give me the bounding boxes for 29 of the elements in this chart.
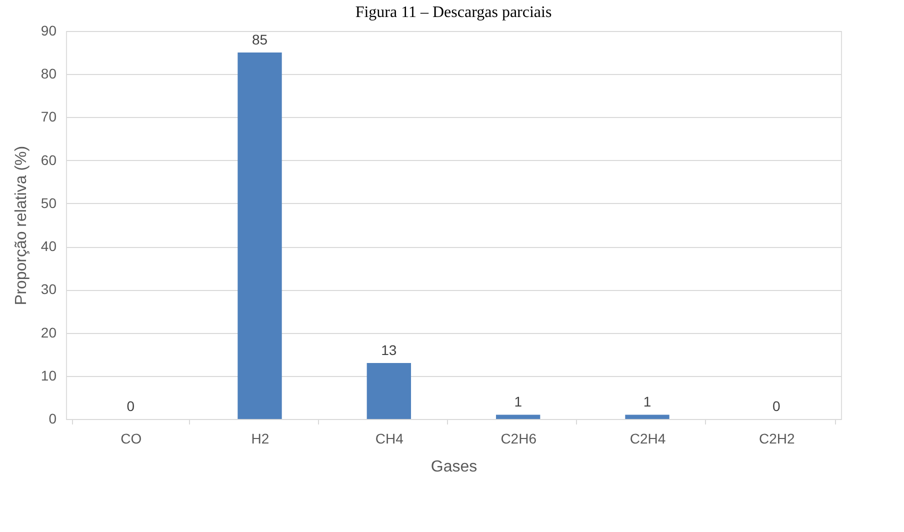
bar: [625, 414, 670, 419]
data-label: 1: [643, 394, 652, 410]
y-tick-label: 30: [40, 281, 57, 298]
y-tick-label: 80: [40, 66, 57, 82]
y-axis-title: Proporção relativa (%): [12, 146, 30, 306]
x-tick-label: CO: [120, 430, 142, 446]
y-tick-label: 50: [40, 194, 57, 211]
x-tick-label: H2: [251, 430, 270, 446]
x-tick-label: C2H6: [500, 430, 537, 446]
y-tick-label: 40: [40, 238, 57, 254]
bar: [496, 414, 540, 419]
y-tick-label: 70: [40, 108, 57, 125]
data-label: 0: [772, 398, 781, 414]
y-tick-label: 20: [40, 324, 57, 340]
x-axis-title: Gases: [430, 458, 478, 476]
data-label: 13: [381, 342, 397, 358]
bar: [238, 52, 282, 419]
y-tick-label: 10: [40, 367, 57, 384]
data-label: 85: [252, 32, 268, 48]
x-tick-label: CH4: [375, 430, 404, 446]
x-tick-label: C2H4: [630, 430, 666, 446]
y-tick-label: 0: [48, 410, 57, 426]
x-tick-label: C2H2: [759, 430, 796, 446]
data-label: 0: [126, 398, 135, 414]
bar: [366, 362, 412, 419]
y-tick-label: 60: [40, 152, 57, 168]
chart-title: Figura 11 – Descargas parciais: [355, 4, 552, 21]
y-tick-label: 90: [40, 22, 57, 38]
data-label: 1: [514, 394, 522, 410]
